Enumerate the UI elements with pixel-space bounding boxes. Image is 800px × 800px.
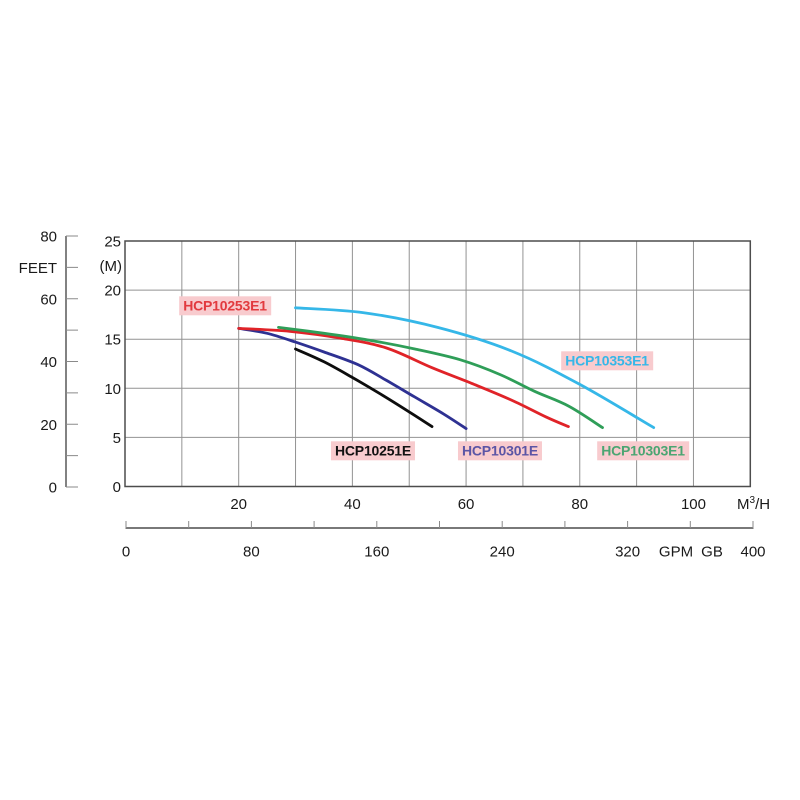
m-axis-tick-label: 20 xyxy=(104,283,121,300)
curve-hcp10253e1 xyxy=(237,327,570,428)
meters-axis-labels: 25 20 15 10 5 0 (M) xyxy=(100,234,123,497)
gpm-axis-tick-label: 80 xyxy=(243,544,260,561)
gpm-axis-tick-label: 160 xyxy=(364,544,389,561)
gpm-axis-unit-gb: GB xyxy=(701,544,723,561)
feet-axis-title: FEET xyxy=(19,260,57,277)
m-axis-tick-label: 5 xyxy=(113,430,121,447)
m3h-axis-labels: 20 40 60 80 100 M3/H xyxy=(230,495,770,513)
gpm-axis-tick-label: 0 xyxy=(122,544,130,561)
feet-axis: 80 60 40 20 0 FEET xyxy=(19,229,78,497)
curve-label-hcp10353e1: HCP10353E1 xyxy=(561,351,653,371)
feet-axis-tick-label: 40 xyxy=(40,354,57,371)
gpm-axis-tick-label: 400 xyxy=(740,544,765,561)
m-axis-tick-label: 15 xyxy=(104,332,121,349)
gpm-axis-tick-label: 320 xyxy=(615,544,640,561)
curve-hcp10251e xyxy=(294,347,434,428)
feet-axis-tick-label: 60 xyxy=(40,291,57,308)
m-axis-unit: (M) xyxy=(100,258,123,275)
curve-label-hcp10253e1: HCP10253E1 xyxy=(179,296,271,316)
m3h-axis-tick-label: 20 xyxy=(230,496,247,513)
feet-axis-tick-label: 0 xyxy=(49,480,57,497)
plot-grid xyxy=(124,240,752,488)
gpm-axis-tick-label: 240 xyxy=(490,544,515,561)
curve-hcp10301e xyxy=(237,327,468,430)
m3h-axis-tick-label: 80 xyxy=(571,496,588,513)
m3h-axis-tick-label: 60 xyxy=(458,496,475,513)
curve-hcp10353e1 xyxy=(294,306,656,429)
curve-label-hcp10301e: HCP10301E xyxy=(457,441,543,461)
feet-axis-tick-label: 20 xyxy=(40,417,57,434)
gpm-axis-unit: GPM xyxy=(659,544,693,561)
m-axis-tick-label: 10 xyxy=(104,381,121,398)
curve-label-hcp10251e: HCP10251E xyxy=(330,441,416,461)
m3h-axis-unit: M3/H xyxy=(737,495,770,513)
feet-axis-tick-label: 80 xyxy=(40,229,57,246)
m-axis-tick-label: 25 xyxy=(104,234,121,251)
pump-curves xyxy=(237,306,656,430)
m-axis-tick-label: 0 xyxy=(113,479,121,496)
m3h-axis-tick-label: 40 xyxy=(344,496,361,513)
curve-label-hcp10303e1: HCP10303E1 xyxy=(597,441,689,461)
gpm-axis: 0 80 160 240 320 400 GPM GB xyxy=(122,521,766,561)
curve-hcp10303e1 xyxy=(277,326,604,429)
m3h-axis-tick-label: 100 xyxy=(681,496,706,513)
